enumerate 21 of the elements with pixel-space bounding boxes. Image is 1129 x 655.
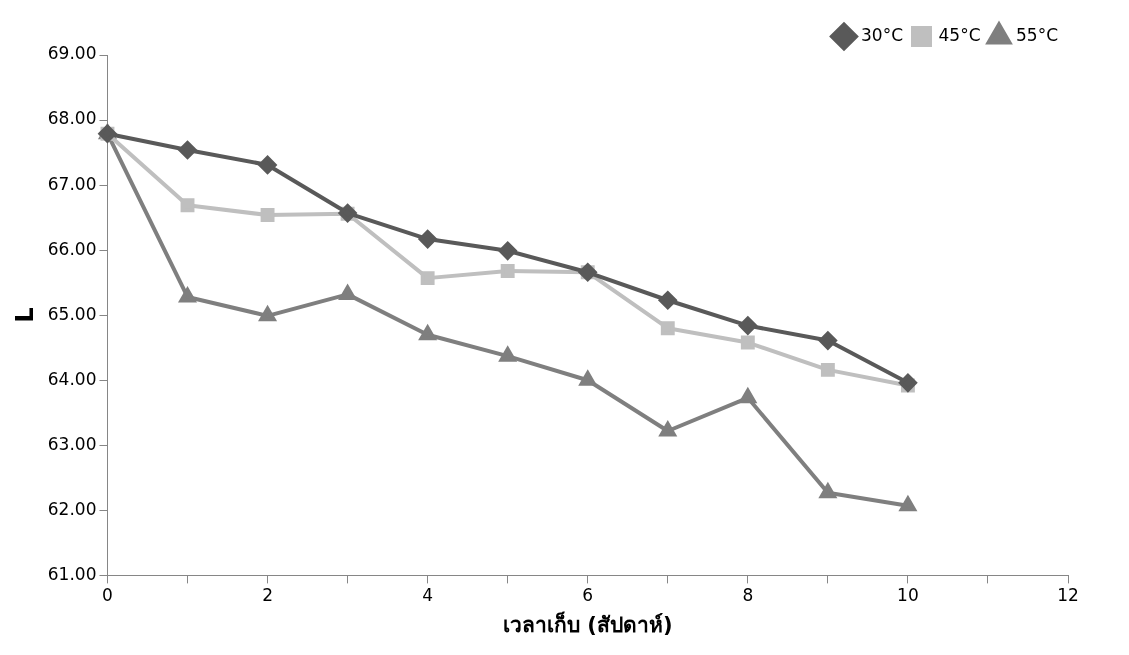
x-axis-title: เวลาเก็บ (สัปดาห์) xyxy=(502,610,673,637)
x-tick-label: 8 xyxy=(742,585,754,606)
x-tick-label: 2 xyxy=(262,585,273,606)
legend-label: 55°C xyxy=(1016,24,1059,45)
y-tick-label: 68.00 xyxy=(47,108,97,129)
y-tick-label: 62.00 xyxy=(47,498,97,519)
y-tick-label: 65.00 xyxy=(47,303,97,324)
y-tick-label: 61.00 xyxy=(47,563,97,584)
x-tick-label: 4 xyxy=(422,585,434,606)
y-tick-label: 66.00 xyxy=(47,238,97,259)
x-tick-label: 10 xyxy=(897,585,919,606)
y-tick-label: 69.00 xyxy=(47,43,97,64)
legend-label: 45°C xyxy=(938,24,981,45)
y-axis-title: L xyxy=(10,307,39,323)
x-tick-label: 0 xyxy=(102,585,113,606)
y-tick-label: 63.00 xyxy=(47,433,97,454)
legend-label: 30°C xyxy=(860,24,904,45)
y-tick-label: 64.00 xyxy=(47,368,97,389)
x-tick-label: 6 xyxy=(582,585,594,606)
x-tick-label: 12 xyxy=(1057,585,1079,606)
y-tick-label: 67.00 xyxy=(47,173,97,194)
